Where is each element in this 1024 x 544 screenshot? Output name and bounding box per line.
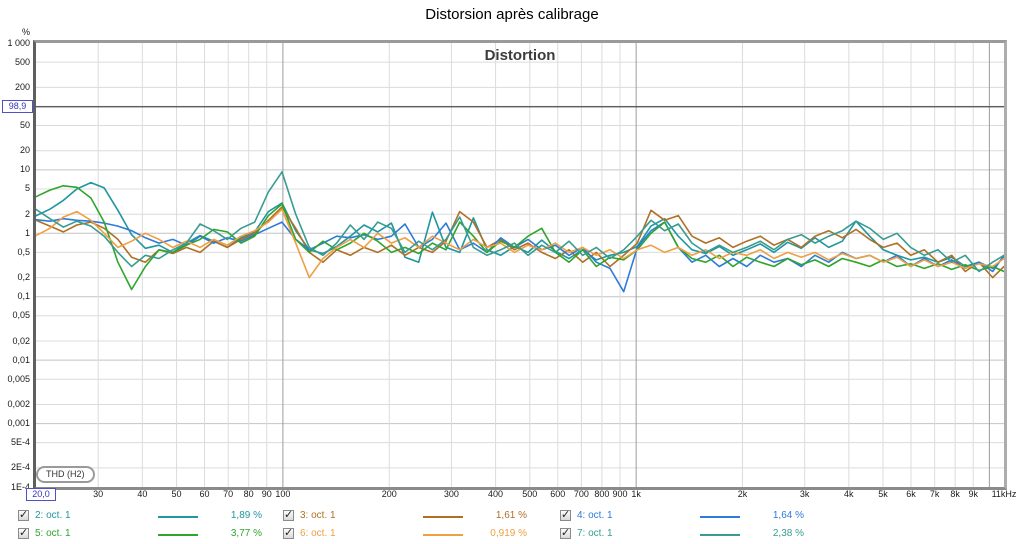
- legend-value-4-oct-1: 1,64 %: [772, 510, 804, 521]
- x-tick-label: 1k: [631, 489, 641, 499]
- y-tick-label: 20: [19, 145, 30, 156]
- x-tick-label: 100: [275, 489, 291, 499]
- legend-swatch-3-oct-1: [423, 516, 463, 518]
- x-tick-label: 600: [550, 489, 566, 499]
- legend-checkbox-6-oct-1[interactable]: ✓: [283, 527, 294, 539]
- curve-4-oct-1: [36, 217, 1004, 293]
- x-tick-label: 4k: [844, 489, 854, 499]
- y-axis-unit-label: %: [21, 27, 30, 37]
- x-tick-label: 30: [93, 489, 104, 499]
- y-tick-label: 0,001: [7, 418, 30, 429]
- y-tick-label: 50: [19, 120, 30, 131]
- legend-item-5-oct-1: ✓ 5: oct. 1 3,77 %: [18, 526, 268, 542]
- y-tick-label: 5E-4: [10, 437, 30, 448]
- legend-value-3-oct-1: 1,61 %: [495, 510, 527, 521]
- y-tick-label: 0,005: [7, 373, 30, 384]
- x-tick-label: 7k: [929, 489, 940, 499]
- x-tick-label: 700: [573, 489, 589, 499]
- x-tick-label: 80: [243, 489, 254, 499]
- x-tick-label: 50: [171, 489, 182, 499]
- legend-checkbox-2-oct-1[interactable]: ✓: [18, 509, 29, 521]
- legend-value-5-oct-1: 3,77 %: [230, 528, 262, 539]
- legend-item-2-oct-1: ✓ 2: oct. 1 1,89 %: [18, 508, 268, 524]
- legend-checkbox-7-oct-1[interactable]: ✓: [560, 527, 571, 539]
- x-tick-label: 300: [443, 489, 459, 499]
- distortion-chart-svg[interactable]: [36, 43, 1004, 487]
- x-tick-label: 400: [488, 489, 504, 499]
- x-tick-label: 40: [137, 489, 148, 499]
- thd-h2-badge: THD (H2): [36, 466, 95, 483]
- y-tick-label: 0,2: [17, 272, 30, 283]
- plot-area[interactable]: Distortion: [33, 40, 1007, 490]
- legend-checkbox-4-oct-1[interactable]: ✓: [560, 509, 571, 521]
- legend-swatch-7-oct-1: [700, 534, 740, 536]
- legend-value-6-oct-1: 0,919 %: [490, 528, 527, 539]
- x-tick-label: 200: [381, 489, 397, 499]
- legend-swatch-2-oct-1: [158, 516, 198, 518]
- y-tick-label: 1: [24, 227, 30, 238]
- legend-label-3-oct-1[interactable]: 3: oct. 1: [300, 510, 336, 521]
- legend-label-2-oct-1[interactable]: 2: oct. 1: [35, 510, 71, 521]
- legend-item-4-oct-1: ✓ 4: oct. 1 1,64 %: [560, 508, 810, 524]
- legend-item-7-oct-1: ✓ 7: oct. 1 2,38 %: [560, 526, 810, 542]
- legend-value-2-oct-1: 1,89 %: [230, 510, 262, 521]
- legend-label-7-oct-1[interactable]: 7: oct. 1: [577, 528, 613, 539]
- x-tick-label: 90: [261, 489, 272, 499]
- y-tick-label: 2E-4: [10, 462, 30, 473]
- curve-2-oct-1: [36, 181, 1004, 270]
- x-tick-label: 60: [199, 489, 210, 499]
- cursor-x-readout: 20,0: [26, 488, 56, 501]
- x-tick-label: 70: [223, 489, 234, 499]
- y-tick-label: 0,002: [7, 398, 30, 409]
- legend-label-4-oct-1[interactable]: 4: oct. 1: [577, 510, 613, 521]
- x-tick-label: 800: [594, 489, 610, 499]
- x-tick-label: 11kHz: [991, 489, 1017, 499]
- legend-item-3-oct-1: ✓ 3: oct. 1 1,61 %: [283, 508, 533, 524]
- legend-checkbox-5-oct-1[interactable]: ✓: [18, 527, 29, 539]
- y-tick-label: 0,5: [17, 246, 30, 257]
- legend-label-5-oct-1[interactable]: 5: oct. 1: [35, 528, 71, 539]
- curve-7-oct-1: [36, 171, 1004, 273]
- x-tick-label: 2k: [737, 489, 748, 499]
- x-tick-label: 9k: [968, 489, 978, 499]
- y-tick-label: 500: [14, 56, 30, 67]
- legend-swatch-6-oct-1: [423, 534, 463, 536]
- x-tick-label: 8k: [950, 489, 960, 499]
- legend-label-6-oct-1[interactable]: 6: oct. 1: [300, 528, 336, 539]
- legend-checkbox-3-oct-1[interactable]: ✓: [283, 509, 294, 521]
- y-tick-label: 1E-4: [10, 481, 30, 492]
- y-tick-label: 2: [24, 208, 30, 219]
- y-tick-label: 5: [24, 183, 30, 194]
- curve-5-oct-1: [36, 185, 1004, 291]
- y-tick-label: 0,05: [12, 310, 30, 321]
- x-tick-label: 3k: [799, 489, 810, 499]
- legend-swatch-5-oct-1: [158, 534, 198, 536]
- y-tick-label: 1 000: [7, 37, 30, 48]
- y-tick-label: 0,1: [17, 291, 30, 302]
- x-tick-label: 500: [522, 489, 538, 499]
- cursor-y-readout: 98,9: [2, 100, 33, 113]
- x-tick-label: 5k: [878, 489, 888, 499]
- y-tick-label: 0,01: [12, 354, 30, 365]
- legend-value-7-oct-1: 2,38 %: [772, 528, 804, 539]
- page-title: Distorsion après calibrage: [425, 6, 599, 23]
- curve-3-oct-1: [36, 206, 1004, 279]
- x-tick-label: 900: [612, 489, 628, 499]
- y-tick-label: 200: [14, 81, 30, 92]
- x-tick-label: 6k: [906, 489, 916, 499]
- legend: ✓ 2: oct. 1 1,89 % ✓ 3: oct. 1 1,61 % ✓ 4: oct.…: [0, 504, 1024, 544]
- legend-swatch-4-oct-1: [700, 516, 740, 518]
- legend-item-6-oct-1: ✓ 6: oct. 1 0,919 %: [283, 526, 533, 542]
- y-tick-label: 10: [19, 164, 30, 175]
- y-tick-label: 0,02: [12, 335, 30, 346]
